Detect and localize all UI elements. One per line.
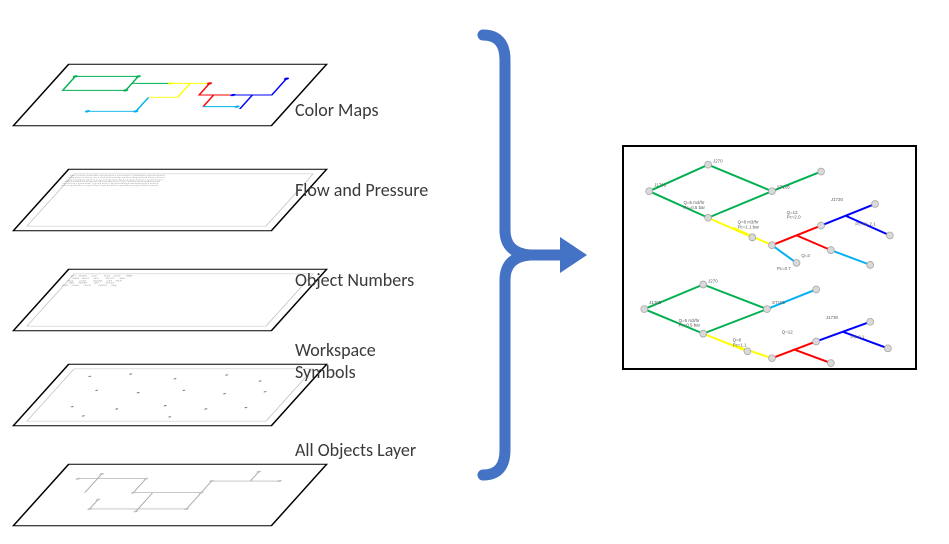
layer-stack: J17 P105 J22 N41 J175 P88 J201 N13 J55 P… (30, 10, 310, 530)
svg-text:ST105: ST105 (777, 184, 791, 189)
bracket-arrow (475, 35, 585, 475)
layer-all-objects-art (15, 465, 325, 525)
layer-object-numbers: J17 P105 J22 N41 J175 P88 J201 N13 J55 P… (12, 269, 328, 331)
label-all-objects: All Objects Layer (295, 440, 416, 462)
svg-text:J1730: J1730 (826, 315, 839, 320)
layer-object-numbers-text: J17 P105 J22 N41 J175 P88 J201 N13 J55 P… (23, 273, 316, 328)
svg-text:J1730: J1730 (831, 197, 844, 202)
svg-text:J1705: J1705 (654, 182, 667, 187)
label-flow-pressure: Flow and Pressure (295, 180, 428, 202)
svg-text:J270: J270 (713, 159, 723, 164)
svg-text:Q=3: Q=3 (801, 253, 810, 258)
layer-workspace-symbols-art (15, 365, 325, 425)
layer-workspace-symbols (12, 364, 328, 426)
svg-text:J1705: J1705 (649, 300, 662, 305)
label-object-numbers: Object Numbers (295, 270, 414, 292)
layer-flow-pressure: Q=5 m3/hr P=0.5bar Q=12 P=1.1 Q=3 P=0.7 … (12, 169, 328, 231)
composite-art: J1705J270ST105 Q=5 m3/hrPc=0.5 bar Q=8 m… (624, 147, 915, 368)
label-workspace-symbols: Workspace Symbols (295, 340, 376, 383)
svg-text:ST105: ST105 (772, 300, 786, 305)
svg-text:Pc=1.1 bar: Pc=1.1 bar (738, 225, 760, 230)
layer-color-maps (12, 64, 328, 126)
layer-flow-pressure-text: Q=5 m3/hr P=0.5bar Q=12 P=1.1 Q=3 P=0.7 … (23, 173, 316, 228)
svg-text:Pc=81·2.1: Pc=81·2.1 (855, 222, 876, 227)
svg-text:Q=12: Q=12 (782, 330, 793, 335)
layer-color-maps-art (15, 65, 325, 125)
svg-text:Pc=0.5 bar: Pc=0.5 bar (684, 205, 706, 210)
svg-text:Pc=0.5 bar: Pc=0.5 bar (679, 323, 701, 328)
svg-text:Pc=2.1: Pc=2.1 (851, 335, 865, 340)
layer-all-objects (12, 464, 328, 526)
diagram-canvas: J17 P105 J22 N41 J175 P88 J201 N13 J55 P… (0, 0, 949, 544)
composite-view: J1705J270ST105 Q=5 m3/hrPc=0.5 bar Q=8 m… (622, 145, 917, 370)
svg-text:Pc=1.1: Pc=1.1 (733, 342, 747, 347)
svg-text:Pc=0.7: Pc=0.7 (777, 266, 791, 271)
label-color-maps: Color Maps (295, 100, 378, 122)
svg-text:J270: J270 (708, 279, 718, 284)
svg-text:Pc=2.0: Pc=2.0 (787, 215, 801, 220)
